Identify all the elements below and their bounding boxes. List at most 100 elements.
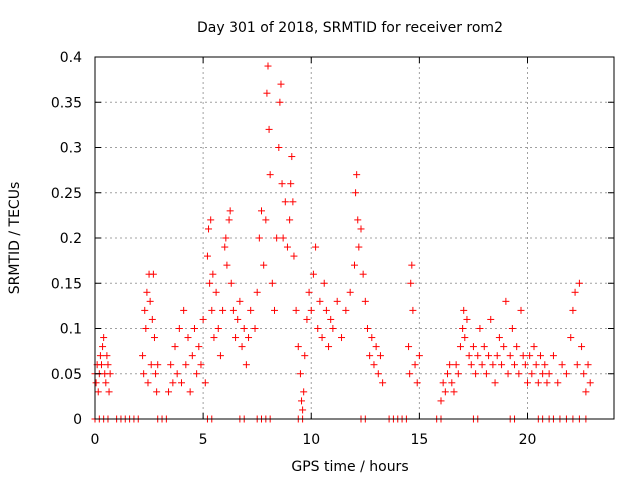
data-point [210, 334, 218, 342]
data-point [139, 352, 147, 360]
data-point [487, 315, 495, 323]
data-point [476, 325, 484, 332]
data-point [298, 397, 306, 405]
data-point [322, 306, 330, 314]
data-point [541, 361, 549, 369]
data-point [539, 370, 547, 378]
data-point [450, 388, 458, 396]
data-point [415, 352, 423, 360]
data-point [413, 379, 421, 387]
data-point [149, 270, 157, 278]
data-point [502, 297, 510, 305]
data-point [580, 370, 588, 378]
y-tick-label: 0.2 [60, 231, 82, 247]
data-point [105, 388, 113, 396]
data-point [278, 180, 286, 188]
data-point [167, 361, 175, 369]
data-point [472, 370, 480, 378]
data-point [270, 306, 278, 314]
data-point [104, 361, 112, 369]
data-point [103, 352, 111, 360]
data-point [97, 361, 105, 369]
data-point [495, 334, 503, 342]
data-point [262, 216, 270, 224]
y-tick-label: 0.35 [51, 95, 82, 111]
data-point [366, 352, 374, 360]
data-point [584, 361, 592, 369]
data-point [318, 334, 326, 342]
data-point [214, 325, 222, 332]
data-point [273, 234, 281, 242]
x-tick-label: 15 [410, 432, 428, 448]
data-point [146, 297, 154, 305]
data-point [140, 370, 148, 378]
data-point [351, 261, 358, 269]
data-point [232, 334, 240, 342]
data-point [296, 370, 304, 378]
data-point [312, 243, 320, 251]
data-point [279, 234, 287, 242]
data-point [148, 315, 156, 323]
data-point [263, 89, 271, 97]
data-point [301, 352, 309, 360]
data-point [223, 261, 231, 269]
data-point [437, 397, 445, 405]
data-point [106, 370, 114, 378]
data-point [491, 379, 499, 387]
data-point [94, 388, 102, 396]
data-point [513, 343, 521, 351]
data-point [405, 343, 413, 351]
data-point [467, 361, 475, 369]
data-point [409, 306, 417, 314]
data-point [226, 207, 234, 215]
data-point [253, 288, 261, 296]
data-point [229, 306, 237, 314]
data-point [96, 352, 104, 360]
data-point [290, 252, 298, 260]
data-point [201, 379, 209, 387]
data-point [459, 325, 467, 332]
y-tick-labels: 0 0.05 0.1 0.15 0.2 0.25 0.3 0.35 0.4 [51, 50, 82, 428]
data-point [287, 180, 295, 188]
data-point [532, 361, 540, 369]
data-point [545, 370, 553, 378]
x-tick-labels: 0 5 10 15 20 [91, 432, 537, 448]
data-point [171, 343, 179, 351]
data-point [543, 379, 551, 387]
axis-ticks [94, 56, 614, 420]
data-point [195, 343, 203, 351]
data-point [144, 379, 152, 387]
data-point [460, 306, 468, 314]
data-point [240, 325, 248, 332]
data-point [169, 379, 177, 387]
data-point [469, 343, 477, 351]
data-point [443, 370, 451, 378]
data-point [524, 379, 531, 387]
data-point [286, 216, 294, 224]
x-tick-label: 0 [91, 432, 100, 448]
data-point [452, 361, 460, 369]
data-point [569, 306, 577, 314]
data-point [258, 207, 266, 215]
data-point [333, 297, 341, 305]
data-point [465, 352, 473, 360]
data-point [554, 379, 562, 387]
data-point [586, 379, 594, 387]
data-point [206, 279, 214, 287]
data-point [294, 343, 302, 351]
data-point [508, 325, 516, 332]
data-point [147, 361, 155, 369]
data-point [99, 343, 107, 351]
data-point [463, 315, 471, 323]
data-point [180, 306, 188, 314]
data-point [346, 288, 354, 296]
data-point [203, 252, 211, 260]
data-point [141, 306, 149, 314]
data-point [197, 361, 205, 369]
data-point [264, 62, 272, 70]
x-axis-label: GPS time / hours [291, 459, 408, 475]
data-point [234, 315, 242, 323]
data-point [102, 379, 110, 387]
data-point [354, 216, 362, 224]
data-point [376, 352, 384, 360]
